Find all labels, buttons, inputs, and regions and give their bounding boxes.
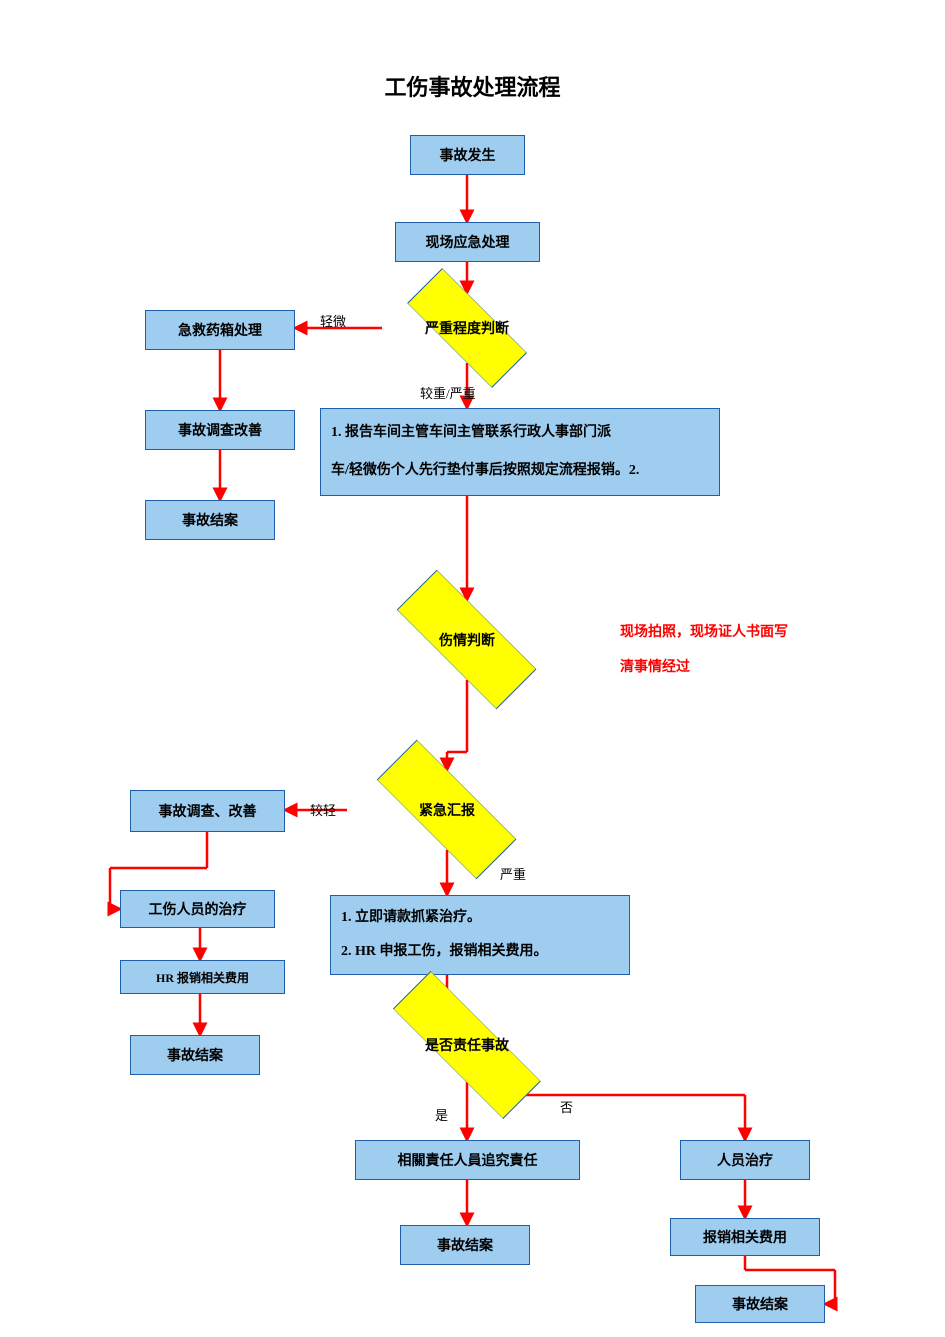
edge-label-severe2: 严重 — [500, 864, 526, 883]
decision-liability-label: 是否责任事故 — [357, 1008, 577, 1083]
node-immediate-actions: 1. 立即请款抓紧治疗。 2. HR 申报工伤，报销相关费用。 — [330, 895, 630, 975]
node-case-closed-2: 事故结案 — [130, 1035, 260, 1075]
node-accident-occurs: 事故发生 — [410, 135, 525, 175]
decision-injury-label: 伤情判断 — [367, 600, 567, 680]
side-note-line1: 现场拍照，现场证人书面写 — [620, 615, 840, 650]
node-onsite-emergency: 现场应急处理 — [395, 222, 540, 262]
node-firstaid-kit: 急救药箱处理 — [145, 310, 295, 350]
side-note-line2: 清事情经过 — [620, 650, 840, 685]
node-case-closed-4: 事故结案 — [695, 1285, 825, 1323]
edge-label-lighter: 较轻 — [310, 800, 336, 819]
node-report-line1: 1. 报告车间主管车间主管联系行政人事部门派 — [331, 418, 709, 449]
node-investigate-improve-1: 事故调查改善 — [145, 410, 295, 450]
edge-label-minor: 轻微 — [320, 311, 346, 330]
node-injured-treatment: 工伤人员的治疗 — [120, 890, 275, 928]
node-hold-responsible: 相關責任人員追究責任 — [355, 1140, 580, 1180]
node-investigate-improve-2: 事故调查、改善 — [130, 790, 285, 832]
node-immediate-line1: 1. 立即请款抓紧治疗。 — [341, 903, 619, 934]
edge-label-severe1: 较重/严重 — [420, 383, 476, 402]
page-title: 工伤事故处理流程 — [330, 70, 615, 102]
node-hr-reimburse: HR 报销相关费用 — [120, 960, 285, 994]
node-report-supervisor: 1. 报告车间主管车间主管联系行政人事部门派 车/轻微伤个人先行垫付事后按照规定… — [320, 408, 720, 496]
node-personnel-treatment: 人员治疗 — [680, 1140, 810, 1180]
decision-severity-label: 严重程度判断 — [382, 293, 552, 363]
decision-urgent-report-label: 紧急汇报 — [347, 770, 547, 850]
node-report-line2: 车/轻微伤个人先行垫付事后按照规定流程报销。2. — [331, 456, 709, 487]
edge-label-yes: 是 — [435, 1105, 448, 1124]
node-case-closed-1: 事故结案 — [145, 500, 275, 540]
node-case-closed-3: 事故结案 — [400, 1225, 530, 1265]
node-immediate-line2: 2. HR 申报工伤，报销相关费用。 — [341, 937, 619, 968]
edge-label-no: 否 — [560, 1097, 573, 1116]
flowchart-canvas: 工伤事故处理流程 事故发生 现场应急处理 急救药箱处理 事故调查改善 事故结案 … — [0, 0, 945, 1337]
side-note: 现场拍照，现场证人书面写 清事情经过 — [620, 615, 840, 685]
node-reimburse-costs: 报销相关费用 — [670, 1218, 820, 1256]
